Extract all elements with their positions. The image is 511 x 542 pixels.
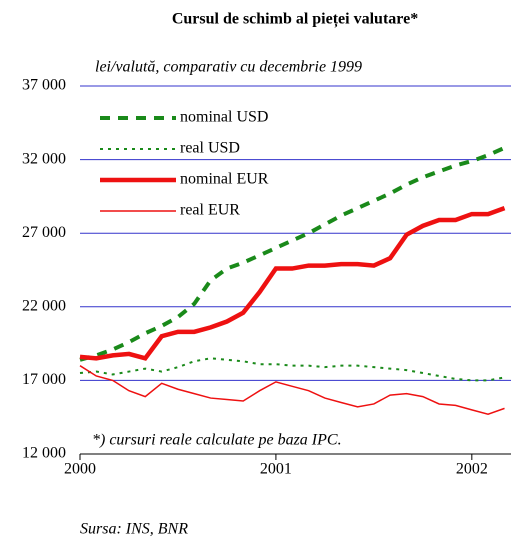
y-tick-label: 27 000 bbox=[22, 224, 66, 241]
legend-label: nominal EUR bbox=[180, 171, 269, 188]
x-tick-label: 2002 bbox=[456, 461, 488, 478]
y-tick-label: 37 000 bbox=[22, 77, 66, 94]
series-line bbox=[79, 145, 506, 362]
series-line bbox=[79, 357, 505, 382]
subtitle: lei/valută, comparativ cu decembrie 1999 bbox=[95, 59, 362, 76]
x-tick-label: 2001 bbox=[260, 461, 292, 478]
chart-title: Cursul de schimb al pieței valutare* bbox=[172, 11, 418, 29]
y-tick-label: 17 000 bbox=[22, 371, 66, 388]
series-line bbox=[79, 365, 505, 416]
legend-label: nominal USD bbox=[180, 109, 268, 126]
legend-label: real EUR bbox=[180, 202, 240, 219]
series-line bbox=[79, 206, 506, 361]
source: Sursa: INS, BNR bbox=[80, 521, 188, 538]
x-tick-label: 2000 bbox=[64, 461, 96, 478]
y-tick-label: 22 000 bbox=[22, 297, 66, 314]
note: *) cursuri reale calculate pe baza IPC. bbox=[92, 432, 342, 449]
y-tick-label: 32 000 bbox=[22, 150, 66, 167]
legend-label: real USD bbox=[180, 140, 240, 157]
y-tick-label: 12 000 bbox=[22, 445, 66, 462]
